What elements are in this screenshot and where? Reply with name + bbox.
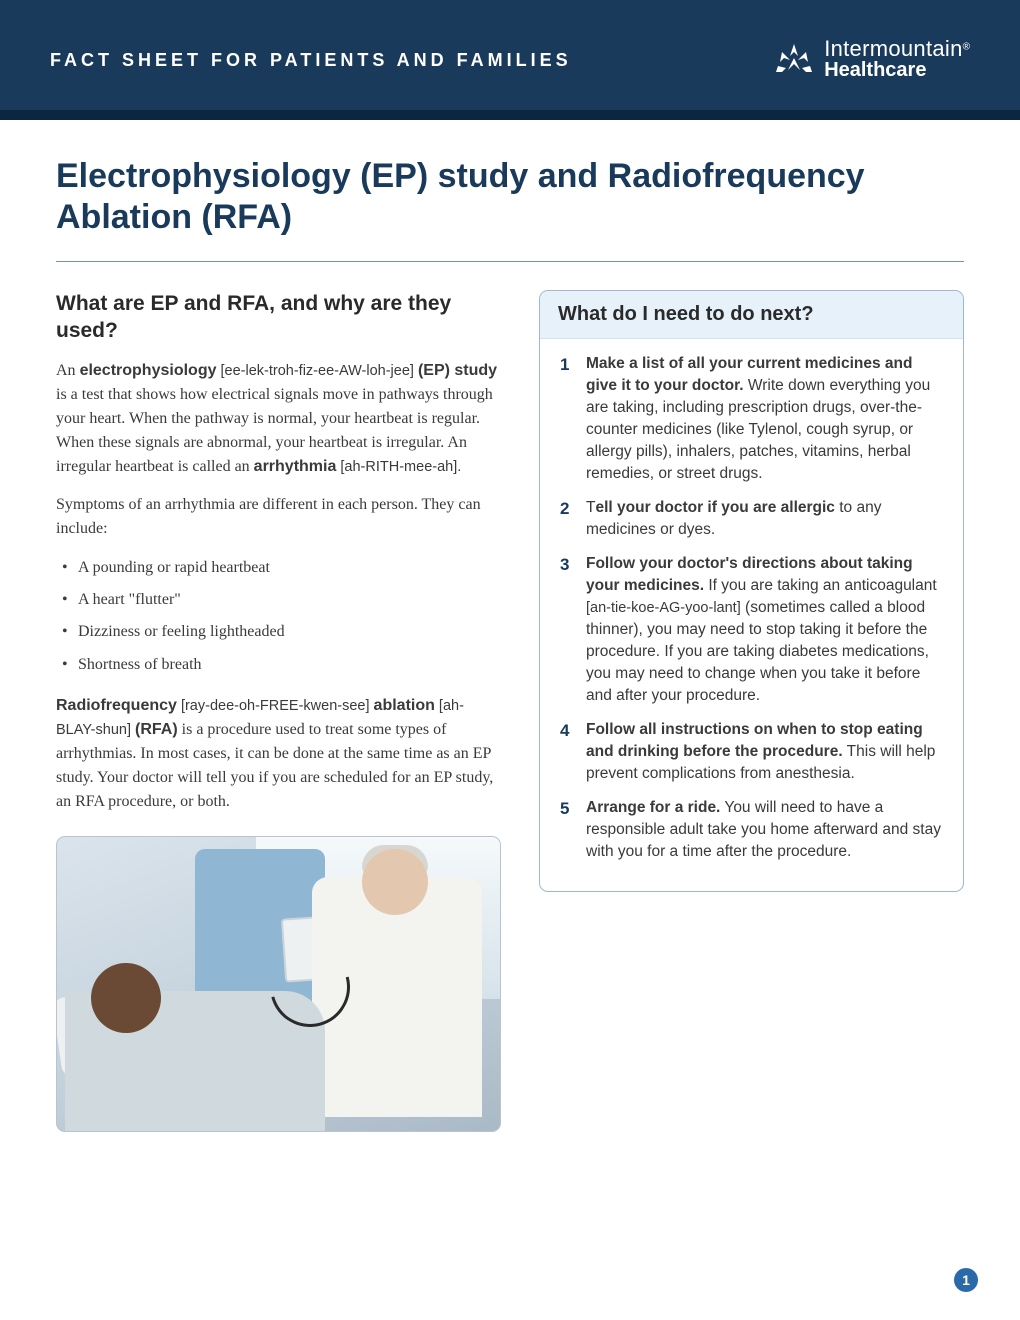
callout-heading: What do I need to do next? bbox=[540, 291, 963, 339]
section-heading-what: What are EP and RFA, and why are they us… bbox=[56, 290, 501, 345]
phonetic: [ee-lek-troh-fiz-ee-AW-loh-jee] bbox=[216, 363, 417, 379]
step-item: Follow all instructions on when to stop … bbox=[560, 719, 943, 785]
content-area: Electrophysiology (EP) study and Radiofr… bbox=[0, 120, 1020, 1152]
brand-logo: Intermountain® Healthcare bbox=[772, 38, 970, 82]
step-lead: Arrange for a ride. bbox=[586, 799, 720, 816]
header-band: FACT SHEET FOR PATIENTS AND FAMILIES Int… bbox=[0, 0, 1020, 120]
list-item: Shortness of breath bbox=[56, 652, 501, 678]
title-rule bbox=[56, 261, 964, 262]
two-column-layout: What are EP and RFA, and why are they us… bbox=[56, 290, 964, 1132]
phonetic: [an-tie-koe-AG-yoo-lant] bbox=[586, 600, 741, 616]
logo-registered: ® bbox=[963, 42, 970, 53]
paragraph-rfa-def: Radiofrequency [ray-dee-oh-FREE-kwen-see… bbox=[56, 694, 501, 814]
paragraph-ep-def: An electrophysiology [ee-lek-troh-fiz-ee… bbox=[56, 359, 501, 479]
term-radiofrequency: Radiofrequency bbox=[56, 697, 177, 714]
step-item: Arrange for a ride. You will need to hav… bbox=[560, 797, 943, 863]
list-item: A heart "flutter" bbox=[56, 587, 501, 613]
page: FACT SHEET FOR PATIENTS AND FAMILIES Int… bbox=[0, 0, 1020, 1320]
step-item: Follow your doctor's directions about ta… bbox=[560, 553, 943, 707]
term-ablation: ablation bbox=[374, 697, 435, 714]
logo-mark-icon bbox=[772, 38, 816, 82]
left-column: What are EP and RFA, and why are they us… bbox=[56, 290, 501, 1132]
paragraph-symptoms-intro: Symptoms of an arrhythmia are different … bbox=[56, 493, 501, 541]
callout-box: What do I need to do next? Make a list o… bbox=[539, 290, 964, 892]
patient-photo bbox=[56, 836, 501, 1132]
text: An bbox=[56, 362, 80, 379]
term-rfa: (RFA) bbox=[135, 721, 178, 738]
phonetic: [ah-RITH-mee-ah]. bbox=[336, 459, 461, 475]
step-rest: If you are taking an anticoagulant bbox=[704, 577, 937, 594]
header-label: FACT SHEET FOR PATIENTS AND FAMILIES bbox=[50, 50, 572, 71]
logo-text: Intermountain® Healthcare bbox=[824, 38, 970, 80]
step-item: Tell your doctor if you are allergic to … bbox=[560, 497, 943, 541]
callout-body: Make a list of all your current medicine… bbox=[540, 339, 963, 891]
term-arrhythmia: arrhythmia bbox=[254, 458, 337, 475]
page-number-badge: 1 bbox=[954, 1268, 978, 1292]
list-item: Dizziness or feeling lightheaded bbox=[56, 619, 501, 645]
list-item: A pounding or rapid heartbeat bbox=[56, 555, 501, 581]
step-item: Make a list of all your current medicine… bbox=[560, 353, 943, 485]
right-column: What do I need to do next? Make a list o… bbox=[539, 290, 964, 1132]
term-electrophysiology: electrophysiology bbox=[80, 362, 217, 379]
photo-patient-head-shape bbox=[91, 963, 161, 1033]
photo-doctor-head-shape bbox=[362, 849, 428, 915]
phonetic: [ray-dee-oh-FREE-kwen-see] bbox=[177, 698, 374, 714]
logo-line2: Healthcare bbox=[824, 60, 970, 80]
logo-line1: Intermountain bbox=[824, 36, 962, 61]
term-ep-study: (EP) study bbox=[418, 362, 497, 379]
step-lead: ell your doctor if you are allergic bbox=[595, 499, 834, 516]
steps-list: Make a list of all your current medicine… bbox=[560, 353, 943, 863]
symptom-list: A pounding or rapid heartbeat A heart "f… bbox=[56, 555, 501, 679]
page-title: Electrophysiology (EP) study and Radiofr… bbox=[56, 156, 964, 239]
